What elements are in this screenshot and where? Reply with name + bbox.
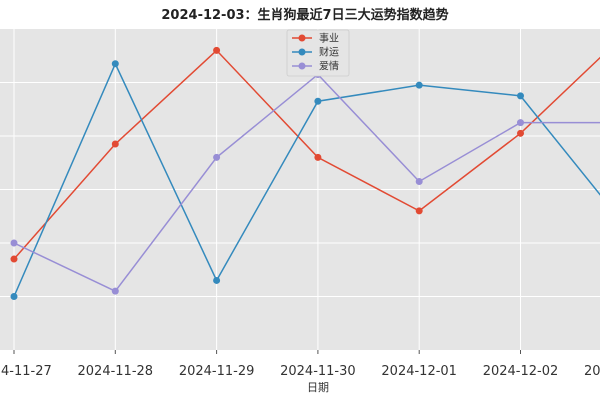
data-point: [10, 293, 18, 300]
x-tick-label: 2024-12-03: [584, 364, 600, 379]
data-point: [10, 255, 18, 263]
legend-label: 财运: [319, 46, 339, 59]
data-point: [415, 81, 423, 89]
legend-marker: [298, 48, 306, 56]
x-tick-labels: 2024-11-27 2024-11-28 2024-11-29 2024-11-30…: [0, 350, 600, 379]
legend-marker: [298, 34, 306, 42]
legend-marker: [298, 62, 306, 70]
x-tick-label: 2024-11-27: [0, 364, 52, 379]
chart-title: 2024-12-03：生肖狗最近7日三大运势指数趋势: [161, 7, 448, 23]
data-point: [517, 92, 524, 100]
series-group: [10, 46, 600, 263]
x-tick-label: 2024-12-01: [381, 364, 457, 379]
x-axis-label: 日期: [307, 381, 329, 394]
data-point: [213, 276, 221, 284]
data-point: [111, 287, 119, 295]
data-point: [314, 97, 322, 105]
data-point: [213, 46, 221, 54]
data-point: [415, 207, 423, 215]
legend-box: [286, 29, 350, 77]
data-point: [415, 177, 423, 185]
grid-lines: [0, 29, 600, 350]
data-point: [111, 140, 119, 148]
x-tick-label: 2024-11-29: [179, 364, 255, 379]
legend-label: 爱情: [319, 60, 339, 73]
legend-label: 事业: [319, 32, 339, 45]
x-tick-label: 2024-12-02: [483, 364, 559, 379]
data-point: [213, 153, 221, 161]
data-point: [111, 60, 119, 68]
data-point: [314, 153, 322, 161]
x-tick-label: 2024-11-30: [280, 364, 356, 379]
data-point: [517, 119, 524, 127]
data-point: [10, 239, 18, 247]
x-tick-label: 2024-11-28: [78, 364, 154, 379]
data-point: [517, 129, 524, 137]
series-group: [10, 60, 600, 300]
